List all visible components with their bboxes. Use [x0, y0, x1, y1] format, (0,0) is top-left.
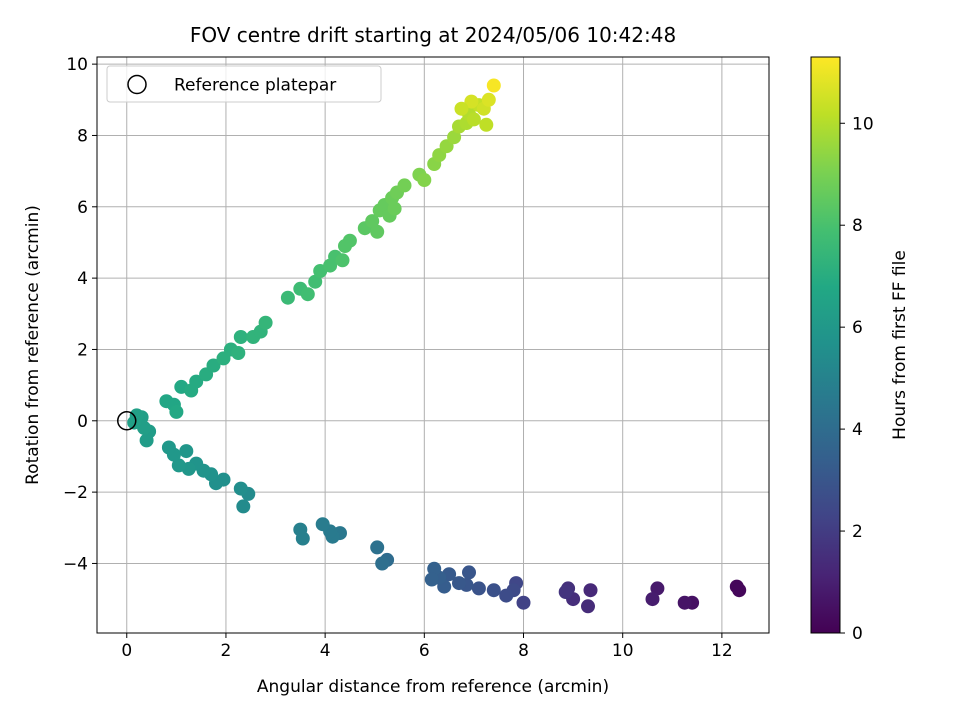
x-tick-label: 8 [518, 641, 529, 661]
colorbar-tick-label: 4 [852, 420, 863, 440]
y-tick-label: −2 [63, 483, 88, 503]
data-point [454, 101, 469, 116]
legend: Reference platepar [106, 65, 382, 103]
data-point [462, 565, 476, 580]
data-point [370, 224, 385, 239]
data-point [397, 178, 412, 193]
data-point [179, 444, 194, 459]
data-point [387, 201, 402, 216]
colorbar [810, 56, 841, 634]
data-point [231, 346, 246, 360]
colorbar-ticks: 0 2 4 6 8 10 [840, 114, 874, 644]
data-point [139, 433, 154, 448]
data-point [280, 290, 295, 305]
y-tick-label: 0 [77, 412, 88, 432]
x-tick-label: 10 [612, 641, 634, 661]
data-point [236, 499, 251, 514]
data-point [645, 592, 660, 607]
y-axis-label: Rotation from reference (arcmin) [23, 205, 43, 485]
data-point [189, 374, 204, 389]
data-point [258, 315, 273, 330]
data-point [464, 94, 479, 109]
data-point [370, 540, 385, 555]
data-point [447, 130, 462, 145]
data-point [315, 517, 330, 532]
data-point [583, 583, 598, 598]
x-tick-label: 4 [320, 641, 331, 661]
data-point [499, 588, 514, 603]
data-point [516, 595, 531, 610]
x-axis-label: Angular distance from reference (arcmin) [257, 677, 609, 697]
colorbar-tick-label: 10 [852, 114, 874, 134]
data-point [732, 583, 747, 598]
y-axis-ticks: −4 −2 0 2 4 6 8 10 [63, 55, 97, 574]
data-point [365, 214, 380, 229]
data-point [127, 415, 142, 430]
data-point [466, 112, 481, 127]
data-point [417, 173, 432, 187]
chart-title: FOV centre drift starting at 2024/05/06 … [190, 23, 676, 47]
legend-label-reference-platepar: Reference platepar [174, 76, 336, 96]
data-point [308, 274, 323, 289]
y-tick-label: 2 [77, 340, 88, 360]
colorbar-tick-label: 6 [852, 318, 863, 338]
colorbar-tick-label: 8 [852, 216, 863, 236]
data-point [650, 581, 665, 596]
data-point [677, 595, 692, 610]
data-point [300, 287, 315, 302]
data-point [169, 404, 184, 419]
x-tick-label: 0 [121, 641, 132, 661]
data-point [427, 561, 442, 576]
data-point [481, 92, 496, 107]
x-tick-label: 6 [419, 641, 430, 661]
x-axis-ticks: 0 2 4 6 8 10 12 [121, 633, 733, 661]
x-tick-label: 12 [711, 641, 733, 661]
data-point [161, 440, 176, 455]
colorbar-label: Hours from first FF file [890, 250, 910, 440]
legend-box [106, 65, 382, 103]
x-tick-label: 2 [221, 641, 232, 661]
data-point [335, 253, 350, 268]
colorbar-tick-label: 2 [852, 522, 863, 542]
data-point [452, 576, 466, 591]
data-point [206, 358, 221, 373]
reference-platepar-marker [117, 411, 137, 431]
data-point [342, 233, 357, 248]
y-tick-label: 10 [66, 55, 88, 75]
y-tick-label: 4 [77, 269, 88, 289]
data-point [233, 330, 248, 344]
data-point [171, 458, 186, 473]
legend-marker-icon [127, 74, 147, 95]
data-point [375, 556, 390, 571]
data-point [581, 599, 595, 614]
grid-lines [97, 57, 769, 633]
data-point [471, 581, 486, 596]
data-point [486, 78, 501, 93]
data-points [127, 78, 747, 614]
y-tick-label: −4 [63, 554, 88, 574]
data-point [293, 522, 308, 537]
y-tick-label: 6 [77, 198, 88, 218]
data-point [233, 481, 248, 496]
data-point [558, 585, 573, 599]
colorbar-tick-label: 0 [852, 624, 863, 644]
data-point [486, 583, 501, 598]
y-tick-label: 8 [77, 126, 88, 146]
data-point [424, 572, 439, 587]
plot-frame [96, 56, 770, 634]
data-point [479, 117, 494, 132]
